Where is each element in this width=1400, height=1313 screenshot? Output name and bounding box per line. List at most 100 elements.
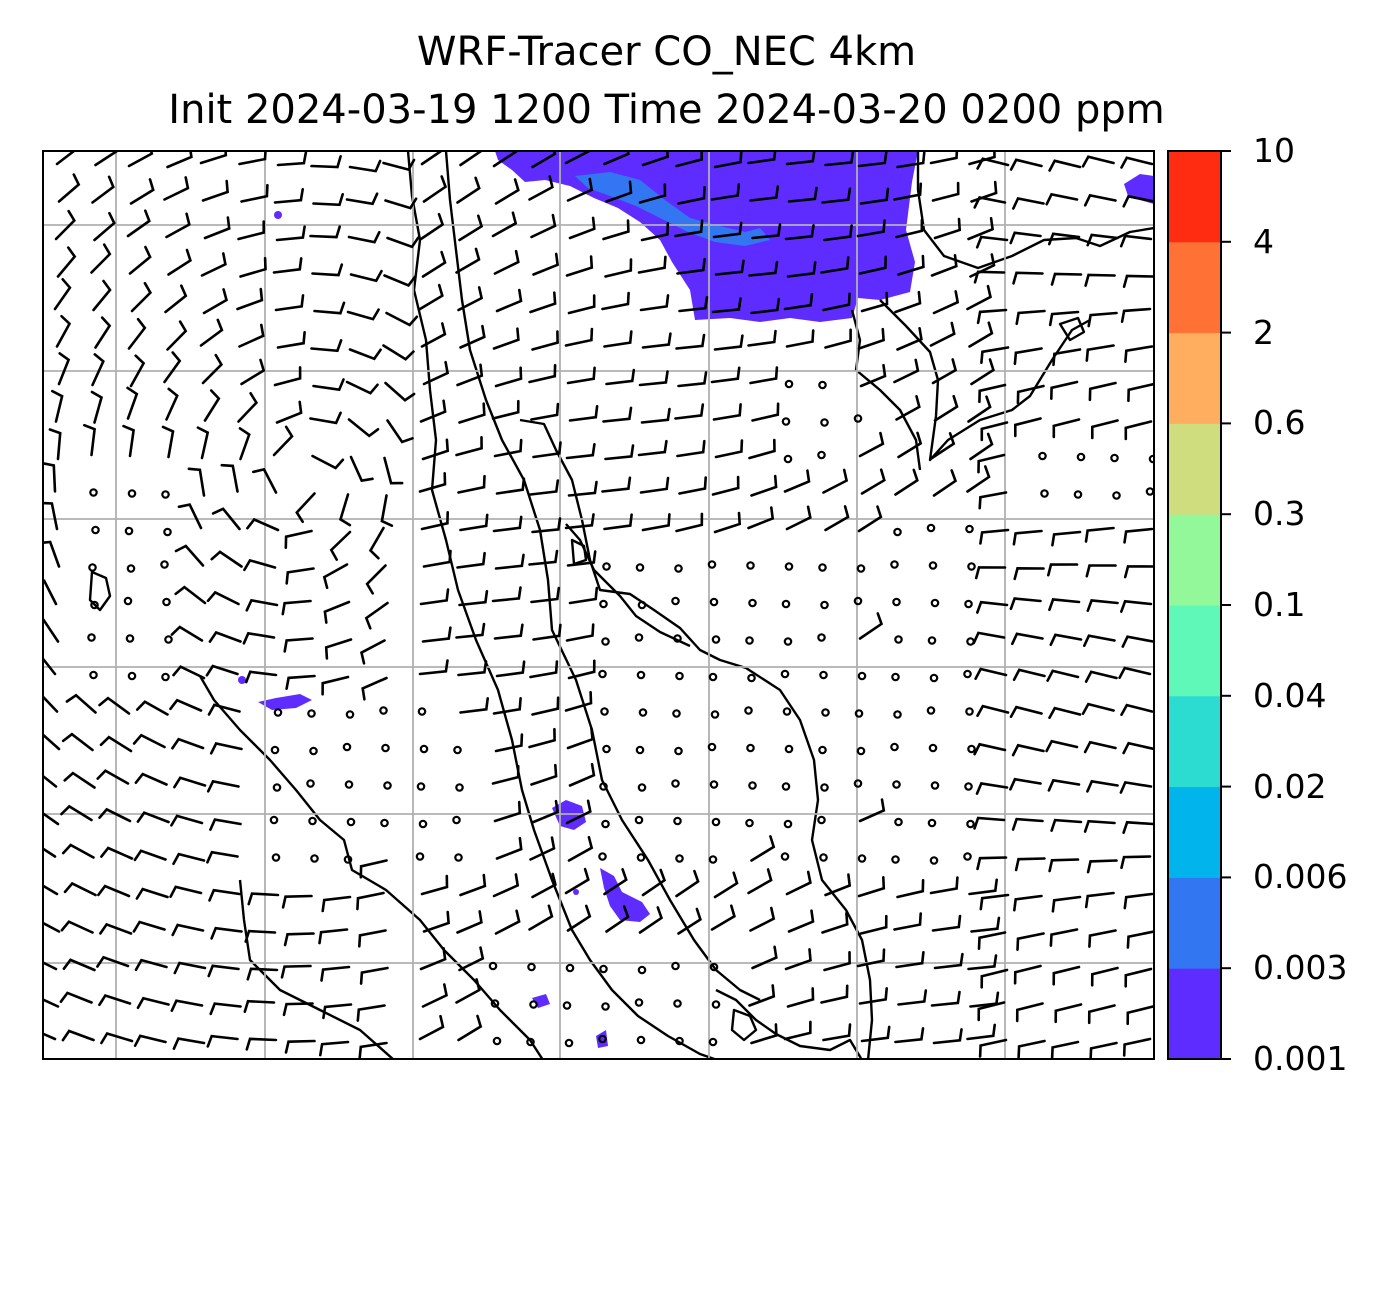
wind-barb	[136, 811, 170, 824]
calm-wind-marker	[783, 454, 793, 464]
wind-barb	[602, 406, 633, 423]
wind-barb	[1011, 632, 1044, 646]
wind-barb	[978, 1038, 1008, 1058]
calm-wind-marker	[821, 708, 830, 717]
wind-barb	[163, 176, 190, 201]
wind-barb	[245, 598, 279, 612]
wind-barb	[860, 291, 889, 313]
calm-wind-marker	[707, 560, 717, 569]
calm-wind-marker	[967, 744, 976, 754]
wind-barb	[785, 329, 815, 348]
wind-barb	[43, 694, 59, 713]
wind-barb	[641, 332, 672, 349]
wind-barb	[491, 586, 522, 603]
calm-wind-marker	[164, 635, 173, 644]
calm-wind-marker	[634, 998, 644, 1007]
wind-barb	[1087, 1004, 1116, 1025]
wind-barb	[1013, 566, 1045, 581]
wind-barb	[529, 660, 559, 679]
wind-barb	[246, 517, 280, 532]
calm-wind-marker	[635, 745, 645, 755]
wind-barb	[1049, 928, 1079, 947]
wind-barb	[823, 951, 851, 972]
wind-barb	[640, 222, 670, 242]
calm-wind-marker	[1073, 490, 1083, 499]
calm-wind-marker	[711, 817, 721, 827]
wind-barb	[786, 261, 817, 278]
wind-barb	[1081, 702, 1115, 715]
wind-barb	[747, 506, 775, 530]
wind-barb	[100, 846, 134, 860]
wind-barb	[318, 928, 349, 945]
wind-barb	[897, 431, 923, 459]
wind-barb	[674, 403, 705, 420]
wind-barb	[710, 183, 741, 201]
calm-wind-marker	[707, 742, 717, 752]
wind-barb	[751, 402, 780, 422]
colorbar-segment-7	[1168, 332, 1221, 424]
wind-barb	[281, 894, 313, 909]
wind-barb	[309, 225, 341, 239]
wind-barb	[284, 529, 313, 549]
wind-barb	[1052, 965, 1081, 986]
wind-barb	[347, 418, 380, 438]
wind-barb	[99, 922, 133, 935]
calm-wind-marker	[930, 781, 940, 790]
calm-wind-marker	[346, 817, 356, 827]
wind-barb	[459, 324, 486, 349]
wind-barb	[973, 270, 1006, 284]
coastline-east-inlet	[850, 309, 922, 471]
wind-barb	[785, 870, 812, 896]
calm-wind-marker	[892, 597, 901, 607]
wind-barb	[531, 517, 562, 534]
calm-wind-marker	[710, 710, 720, 719]
calm-wind-marker	[529, 1000, 538, 1009]
wind-barb	[420, 151, 444, 166]
wind-barb	[1009, 705, 1043, 718]
wind-barb	[711, 475, 740, 496]
wind-barb	[171, 923, 205, 937]
wind-barb	[1121, 635, 1154, 648]
wind-barb	[418, 283, 444, 311]
calm-wind-marker	[780, 852, 790, 861]
wind-barb	[458, 946, 485, 972]
wind-barb	[712, 221, 743, 239]
wind-barb	[493, 249, 520, 275]
colorbar-tick-label-3: 0.02	[1253, 766, 1327, 806]
wind-barb	[419, 212, 445, 241]
colorbar-frame	[1167, 150, 1222, 1060]
wind-barb	[1119, 234, 1153, 248]
wind-barb	[1091, 419, 1119, 440]
wind-barb	[529, 836, 556, 861]
wind-barb	[567, 659, 596, 680]
wind-barb	[895, 951, 925, 969]
colorbar-tick-label-6: 0.3	[1253, 494, 1306, 534]
wind-barb	[494, 366, 523, 388]
wind-barb	[1119, 780, 1153, 794]
wind-barb	[820, 256, 850, 274]
wind-barb	[1083, 193, 1117, 207]
wind-barb	[980, 346, 1010, 364]
calm-wind-marker	[1112, 491, 1121, 500]
wind-barb	[494, 553, 525, 570]
wind-barb	[166, 320, 188, 351]
wind-barb	[210, 926, 243, 940]
wind-barb	[210, 550, 243, 568]
wind-barb	[361, 676, 388, 701]
wind-barb	[1050, 380, 1079, 400]
wind-barb	[931, 358, 958, 385]
coastline-layer	[88, 151, 1154, 1059]
wind-barb	[975, 235, 1009, 249]
wind-barb	[493, 438, 523, 458]
wind-barb	[1124, 345, 1154, 363]
wind-barb	[126, 386, 139, 420]
wind-barb	[493, 623, 524, 640]
wind-barb	[969, 432, 994, 461]
calm-wind-marker	[963, 669, 972, 679]
wind-barb	[1009, 777, 1042, 791]
wind-barb	[531, 872, 557, 899]
wind-barb	[783, 293, 814, 311]
wind-barb	[639, 476, 670, 494]
wind-barb	[970, 358, 995, 386]
wind-barb	[785, 151, 816, 166]
